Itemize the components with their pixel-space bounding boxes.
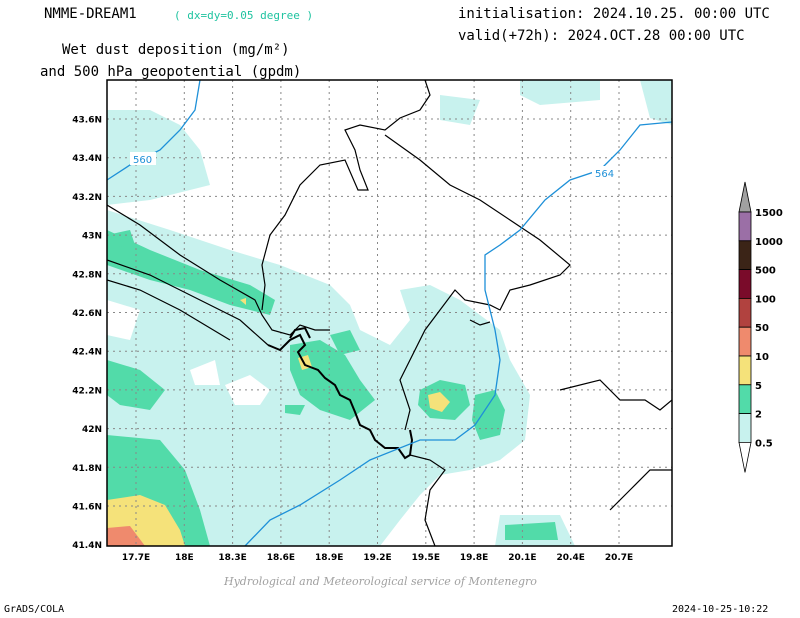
lon-tick-label: 18.9E	[315, 553, 343, 563]
legend-swatch	[738, 211, 752, 242]
valid-time: valid(+72h): 2024.OCT.28 00:00 UTC	[458, 28, 745, 44]
map-title-line1: Wet dust deposition (mg/m²)	[62, 42, 290, 58]
lon-tick-label: 18.3E	[218, 553, 246, 563]
lat-tick-label: 42.4N	[72, 348, 102, 358]
lon-tick-label: 17.7E	[122, 553, 150, 563]
legend-cap-top	[738, 181, 752, 213]
lat-tick-label: 43.4N	[72, 154, 102, 164]
lon-tick-label: 19.5E	[412, 553, 440, 563]
lon-tick-label: 20.4E	[557, 553, 585, 563]
legend-swatch	[738, 355, 752, 386]
deposition-peak-fill	[107, 526, 145, 546]
lat-tick-label: 42.6N	[72, 309, 102, 319]
legend-level-label: 500	[755, 266, 776, 277]
legend-level-label: 50	[755, 323, 769, 334]
resolution-note: ( dx=dy=0.05 degree )	[174, 9, 314, 22]
lon-tick-label: 20.7E	[605, 553, 633, 563]
legend-level-label: 2	[755, 410, 762, 421]
lon-tick-label: 20.1E	[508, 553, 536, 563]
legend-swatch	[738, 240, 752, 271]
timestamp: 2024-10-25-10:22	[672, 604, 769, 615]
lon-tick-label: 18.6E	[267, 553, 295, 563]
lat-tick-label: 41.8N	[72, 464, 102, 474]
graticule	[107, 80, 672, 546]
lat-tick-label: 43.6N	[72, 116, 102, 126]
legend-level-label: 0.5	[755, 438, 773, 449]
lon-tick-label: 19.8E	[460, 553, 488, 563]
legend-swatch	[738, 297, 752, 328]
map-title-line2: and 500 hPa geopotential (gpdm)	[40, 64, 302, 80]
geopotential-contours	[107, 80, 672, 546]
lat-tick-label: 43N	[82, 232, 102, 242]
country-borders	[107, 80, 672, 546]
model-name: NMME-DREAM1	[44, 6, 137, 22]
init-time: initialisation: 2024.10.25. 00:00 UTC	[458, 6, 770, 22]
latitude-labels: 43.6N 43.4N 43.2N 43N 42.8N 42.6N 42.4N 42.2N 42…	[72, 116, 102, 552]
legend-level-label: 5	[755, 381, 762, 392]
lat-tick-label: 41.4N	[72, 541, 102, 551]
lat-tick-label: 42N	[82, 425, 102, 435]
lat-tick-label: 42.2N	[72, 386, 102, 396]
lat-tick-label: 41.6N	[72, 503, 102, 513]
longitude-labels: 17.7E 18E 18.3E 18.6E 18.9E 19.2E 19.5E 19.8E 20…	[122, 553, 633, 563]
lon-tick-label: 18E	[175, 553, 194, 563]
map-plot-area	[107, 80, 672, 546]
legend-swatch	[738, 269, 752, 299]
legend-swatch	[738, 326, 752, 357]
lon-tick-label: 19.2E	[363, 553, 391, 563]
lat-tick-label: 42.8N	[72, 270, 102, 280]
map-frame	[106, 79, 673, 547]
coastline	[267, 326, 414, 460]
software-label: GrADS/COLA	[4, 604, 65, 615]
credit-line: Hydrological and Meteorological service …	[224, 575, 537, 588]
legend-level-label: 100	[755, 294, 776, 305]
deposition-gaps	[107, 300, 470, 546]
contour-label-560: 560	[133, 155, 152, 166]
legend-swatch	[738, 384, 752, 414]
contour-label-564: 564	[595, 169, 614, 180]
legend-level-label: 1000	[755, 237, 783, 248]
legend-swatch	[738, 413, 752, 443]
lat-tick-label: 43.2N	[72, 193, 102, 203]
legend-level-label: 10	[755, 352, 769, 363]
legend-level-label: 1500	[755, 208, 783, 219]
color-legend: 1500 1000 500 100 50 10 5 2 0.5	[738, 181, 783, 473]
legend-cap-bottom	[738, 441, 752, 473]
